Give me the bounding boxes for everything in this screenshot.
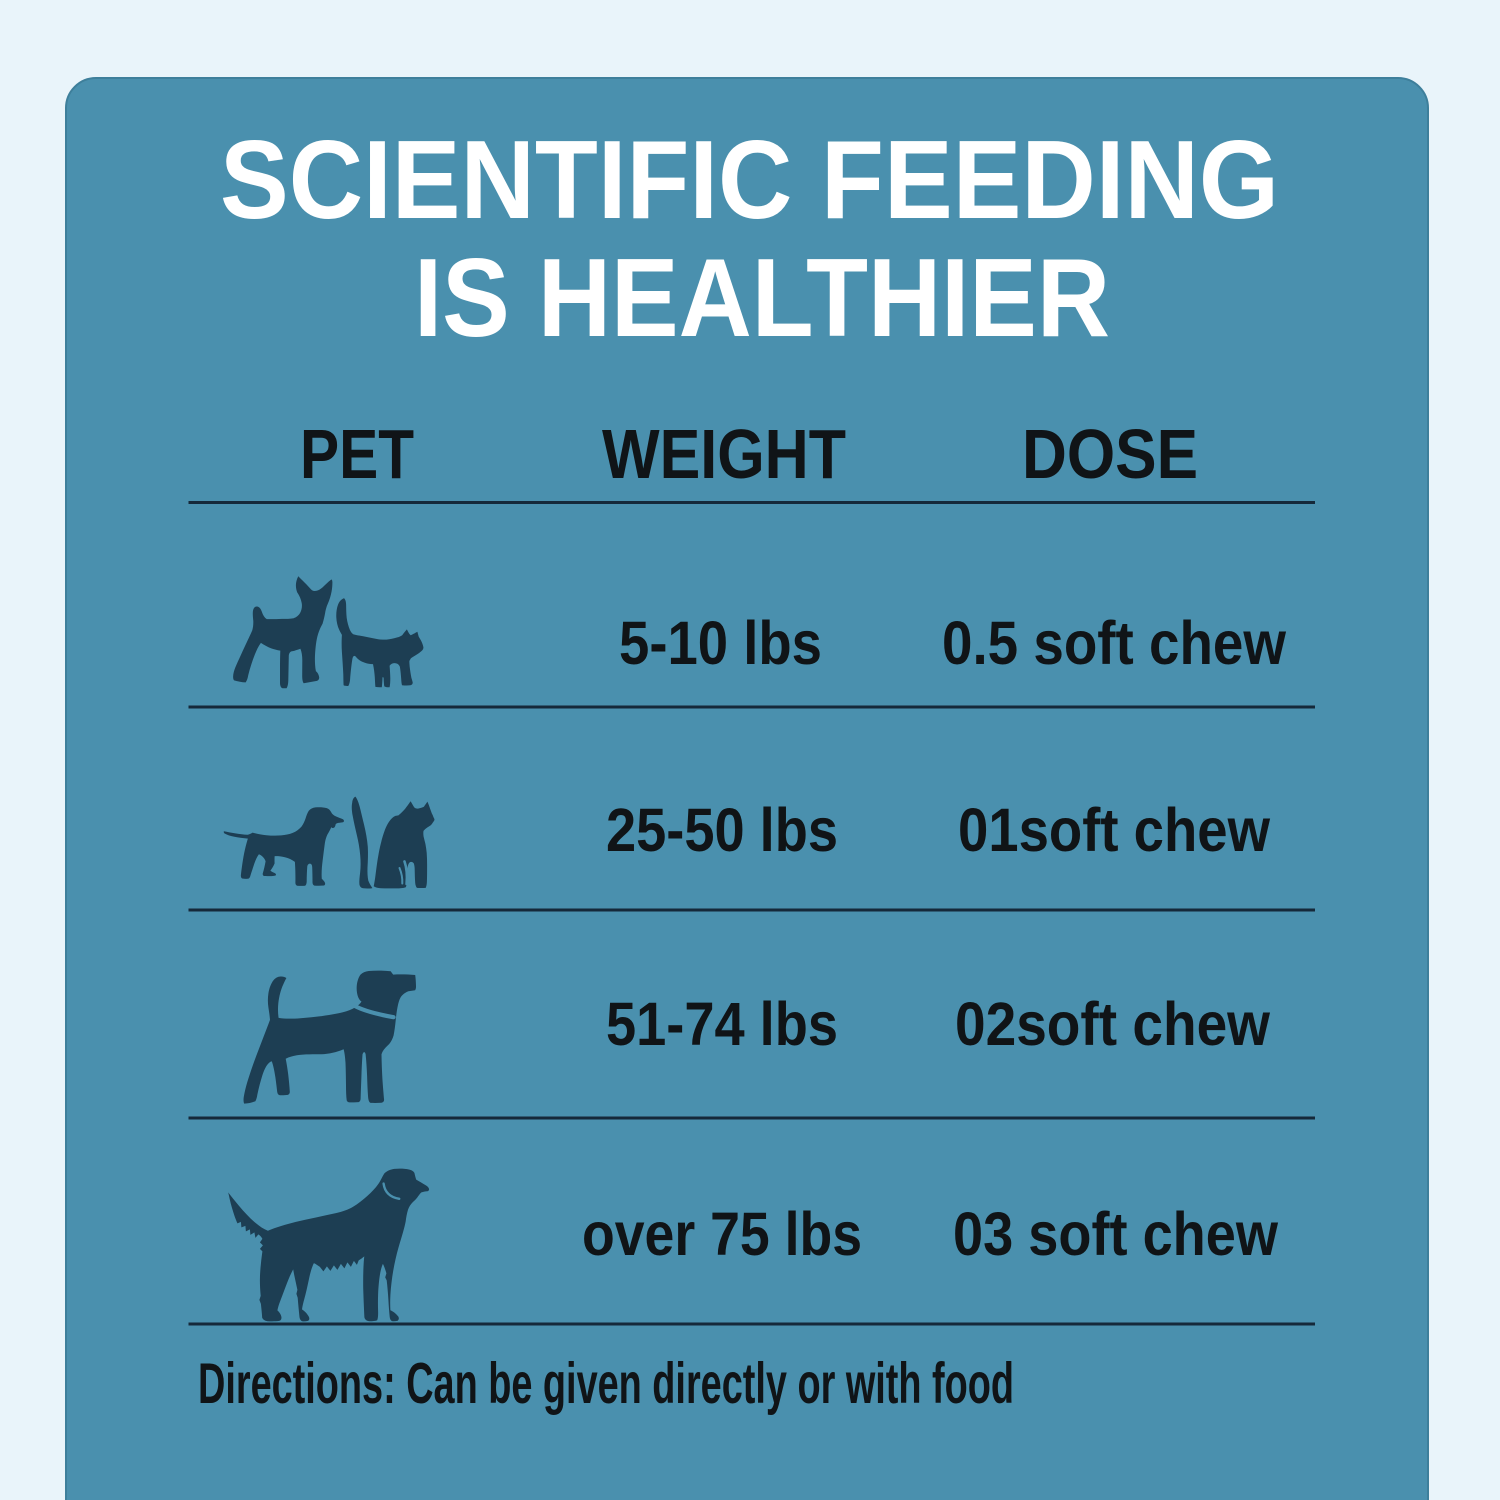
svg-text:WEIGHT: WEIGHT: [602, 415, 846, 493]
svg-text:25-50 lbs: 25-50 lbs: [606, 796, 838, 865]
svg-text:5-10 lbs: 5-10 lbs: [619, 609, 822, 678]
svg-text:IS HEALTHIER: IS HEALTHIER: [414, 235, 1110, 360]
svg-text:51-74 lbs: 51-74 lbs: [606, 990, 838, 1059]
svg-text:DOSE: DOSE: [1022, 415, 1198, 493]
svg-text:over 75 lbs: over 75 lbs: [582, 1200, 862, 1269]
svg-text:03 soft chew: 03 soft chew: [953, 1200, 1278, 1269]
svg-text:Directions: Can be given direc: Directions: Can be given directly or wit…: [198, 1352, 1014, 1416]
svg-text:0.5 soft chew: 0.5 soft chew: [942, 609, 1286, 678]
svg-text:PET: PET: [300, 415, 414, 493]
svg-text:02soft chew: 02soft chew: [955, 990, 1270, 1059]
svg-text:01soft chew: 01soft chew: [958, 796, 1270, 865]
svg-text:SCIENTIFIC FEEDING: SCIENTIFIC FEEDING: [220, 117, 1279, 242]
